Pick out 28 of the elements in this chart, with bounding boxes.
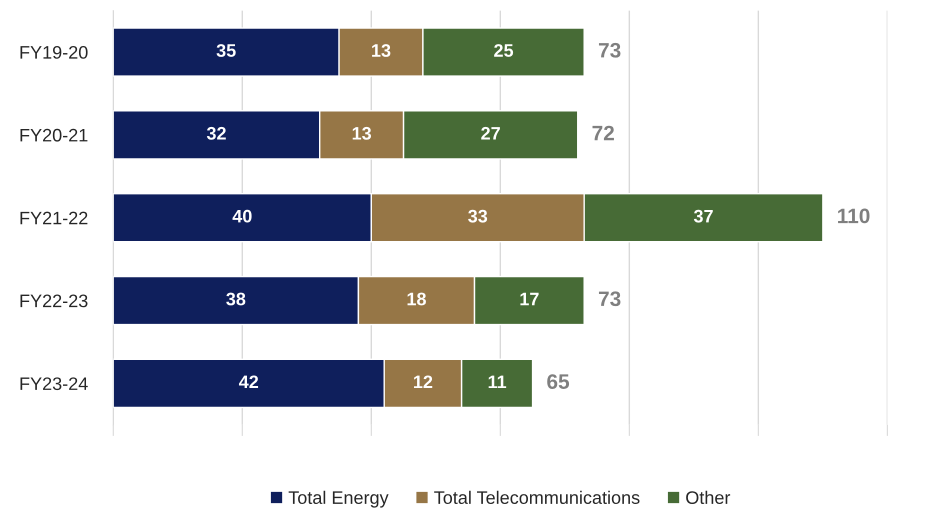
data-label: 13 <box>352 126 372 140</box>
data-label: 12 <box>414 375 432 388</box>
data-label: 17 <box>520 292 539 306</box>
data-label: 32 <box>206 126 226 140</box>
data-label: 13 <box>372 44 390 57</box>
data-label: 25 <box>494 44 514 57</box>
y-tick-label: FY22-23 <box>20 294 88 308</box>
data-label: 33 <box>468 210 488 223</box>
total-label: 73 <box>598 42 620 58</box>
data-label: 38 <box>226 292 246 306</box>
y-tick-label: FY19-20 <box>20 46 88 59</box>
y-tick-label: FY21-22 <box>20 212 88 224</box>
data-label: 40 <box>232 210 252 223</box>
total-label: 110 <box>838 208 870 224</box>
total-label: 73 <box>598 291 620 306</box>
total-label: 72 <box>592 126 614 140</box>
total-label: 65 <box>547 374 570 389</box>
data-label: 37 <box>694 210 713 223</box>
data-label: 27 <box>481 126 500 140</box>
y-tick-label: FY23-24 <box>20 377 88 390</box>
data-label: 42 <box>238 375 258 388</box>
legend-label: Other <box>686 490 730 504</box>
data-label: 11 <box>488 376 506 388</box>
y-tick-label: FY20-21 <box>20 128 88 142</box>
legend-label: Total Energy <box>288 490 389 508</box>
data-label: 18 <box>408 292 426 306</box>
data-label: 35 <box>216 44 236 57</box>
legend-label: Total Telecommunications <box>434 490 640 504</box>
